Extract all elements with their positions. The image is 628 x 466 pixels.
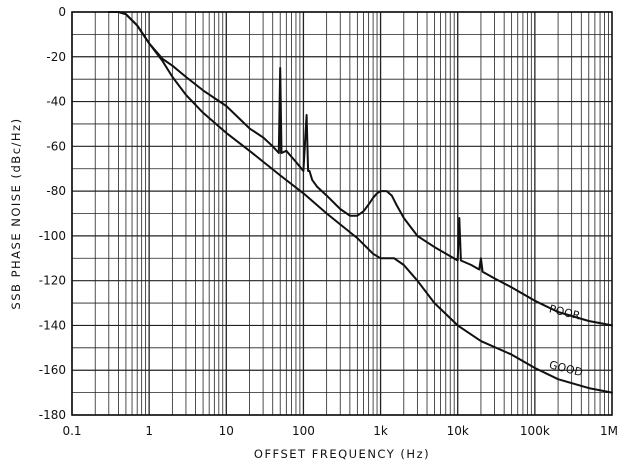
y-tick-label: 0 (58, 5, 66, 19)
y-tick-label: -120 (39, 274, 66, 288)
y-tick-label: -20 (46, 50, 66, 64)
x-tick-labels: 0.1 1 10 100 1k 10k 100k 1M (62, 424, 618, 438)
series-annotation: POOR (548, 302, 582, 322)
series-line-good (107, 11, 613, 394)
y-tick-label: -140 (39, 318, 66, 332)
x-tick-label: 10k (447, 424, 469, 438)
series-line-poor (107, 11, 613, 327)
x-tick-label: 1M (600, 424, 618, 438)
series-group (107, 11, 613, 394)
y-tick-label: -180 (39, 408, 66, 422)
x-tick-label: 0.1 (62, 424, 81, 438)
plot-frame (71, 11, 613, 416)
y-tick-label: -80 (46, 184, 66, 198)
x-tick-label: 10 (219, 424, 234, 438)
y-axis-title: SSB PHASE NOISE (dBc/Hz) (9, 117, 23, 309)
y-tick-label: -160 (39, 363, 66, 377)
y-tick-label: -40 (46, 95, 66, 109)
x-tick-label: 1 (145, 424, 153, 438)
x-tick-label: 100 (292, 424, 315, 438)
x-axis-title: OFFSET FREQUENCY (Hz) (254, 447, 430, 461)
y-tick-label: -60 (46, 139, 66, 153)
y-tick-label: -100 (39, 229, 66, 243)
x-tick-label: 1k (373, 424, 388, 438)
grid (71, 11, 612, 416)
y-tick-labels: 0 -20 -40 -60 -80 -100 -120 -140 -160 -180 (39, 5, 66, 422)
x-tick-label: 100k (520, 424, 550, 438)
